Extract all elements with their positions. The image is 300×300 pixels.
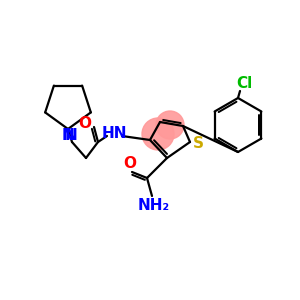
Text: O: O [79, 116, 92, 130]
Circle shape [142, 118, 174, 150]
Circle shape [156, 111, 184, 139]
Text: O: O [124, 155, 136, 170]
Text: S: S [193, 136, 203, 152]
Text: N: N [61, 128, 74, 143]
Text: HN: HN [101, 125, 127, 140]
Text: NH₂: NH₂ [138, 197, 170, 212]
Text: Cl: Cl [236, 76, 252, 92]
Text: N: N [64, 128, 77, 143]
